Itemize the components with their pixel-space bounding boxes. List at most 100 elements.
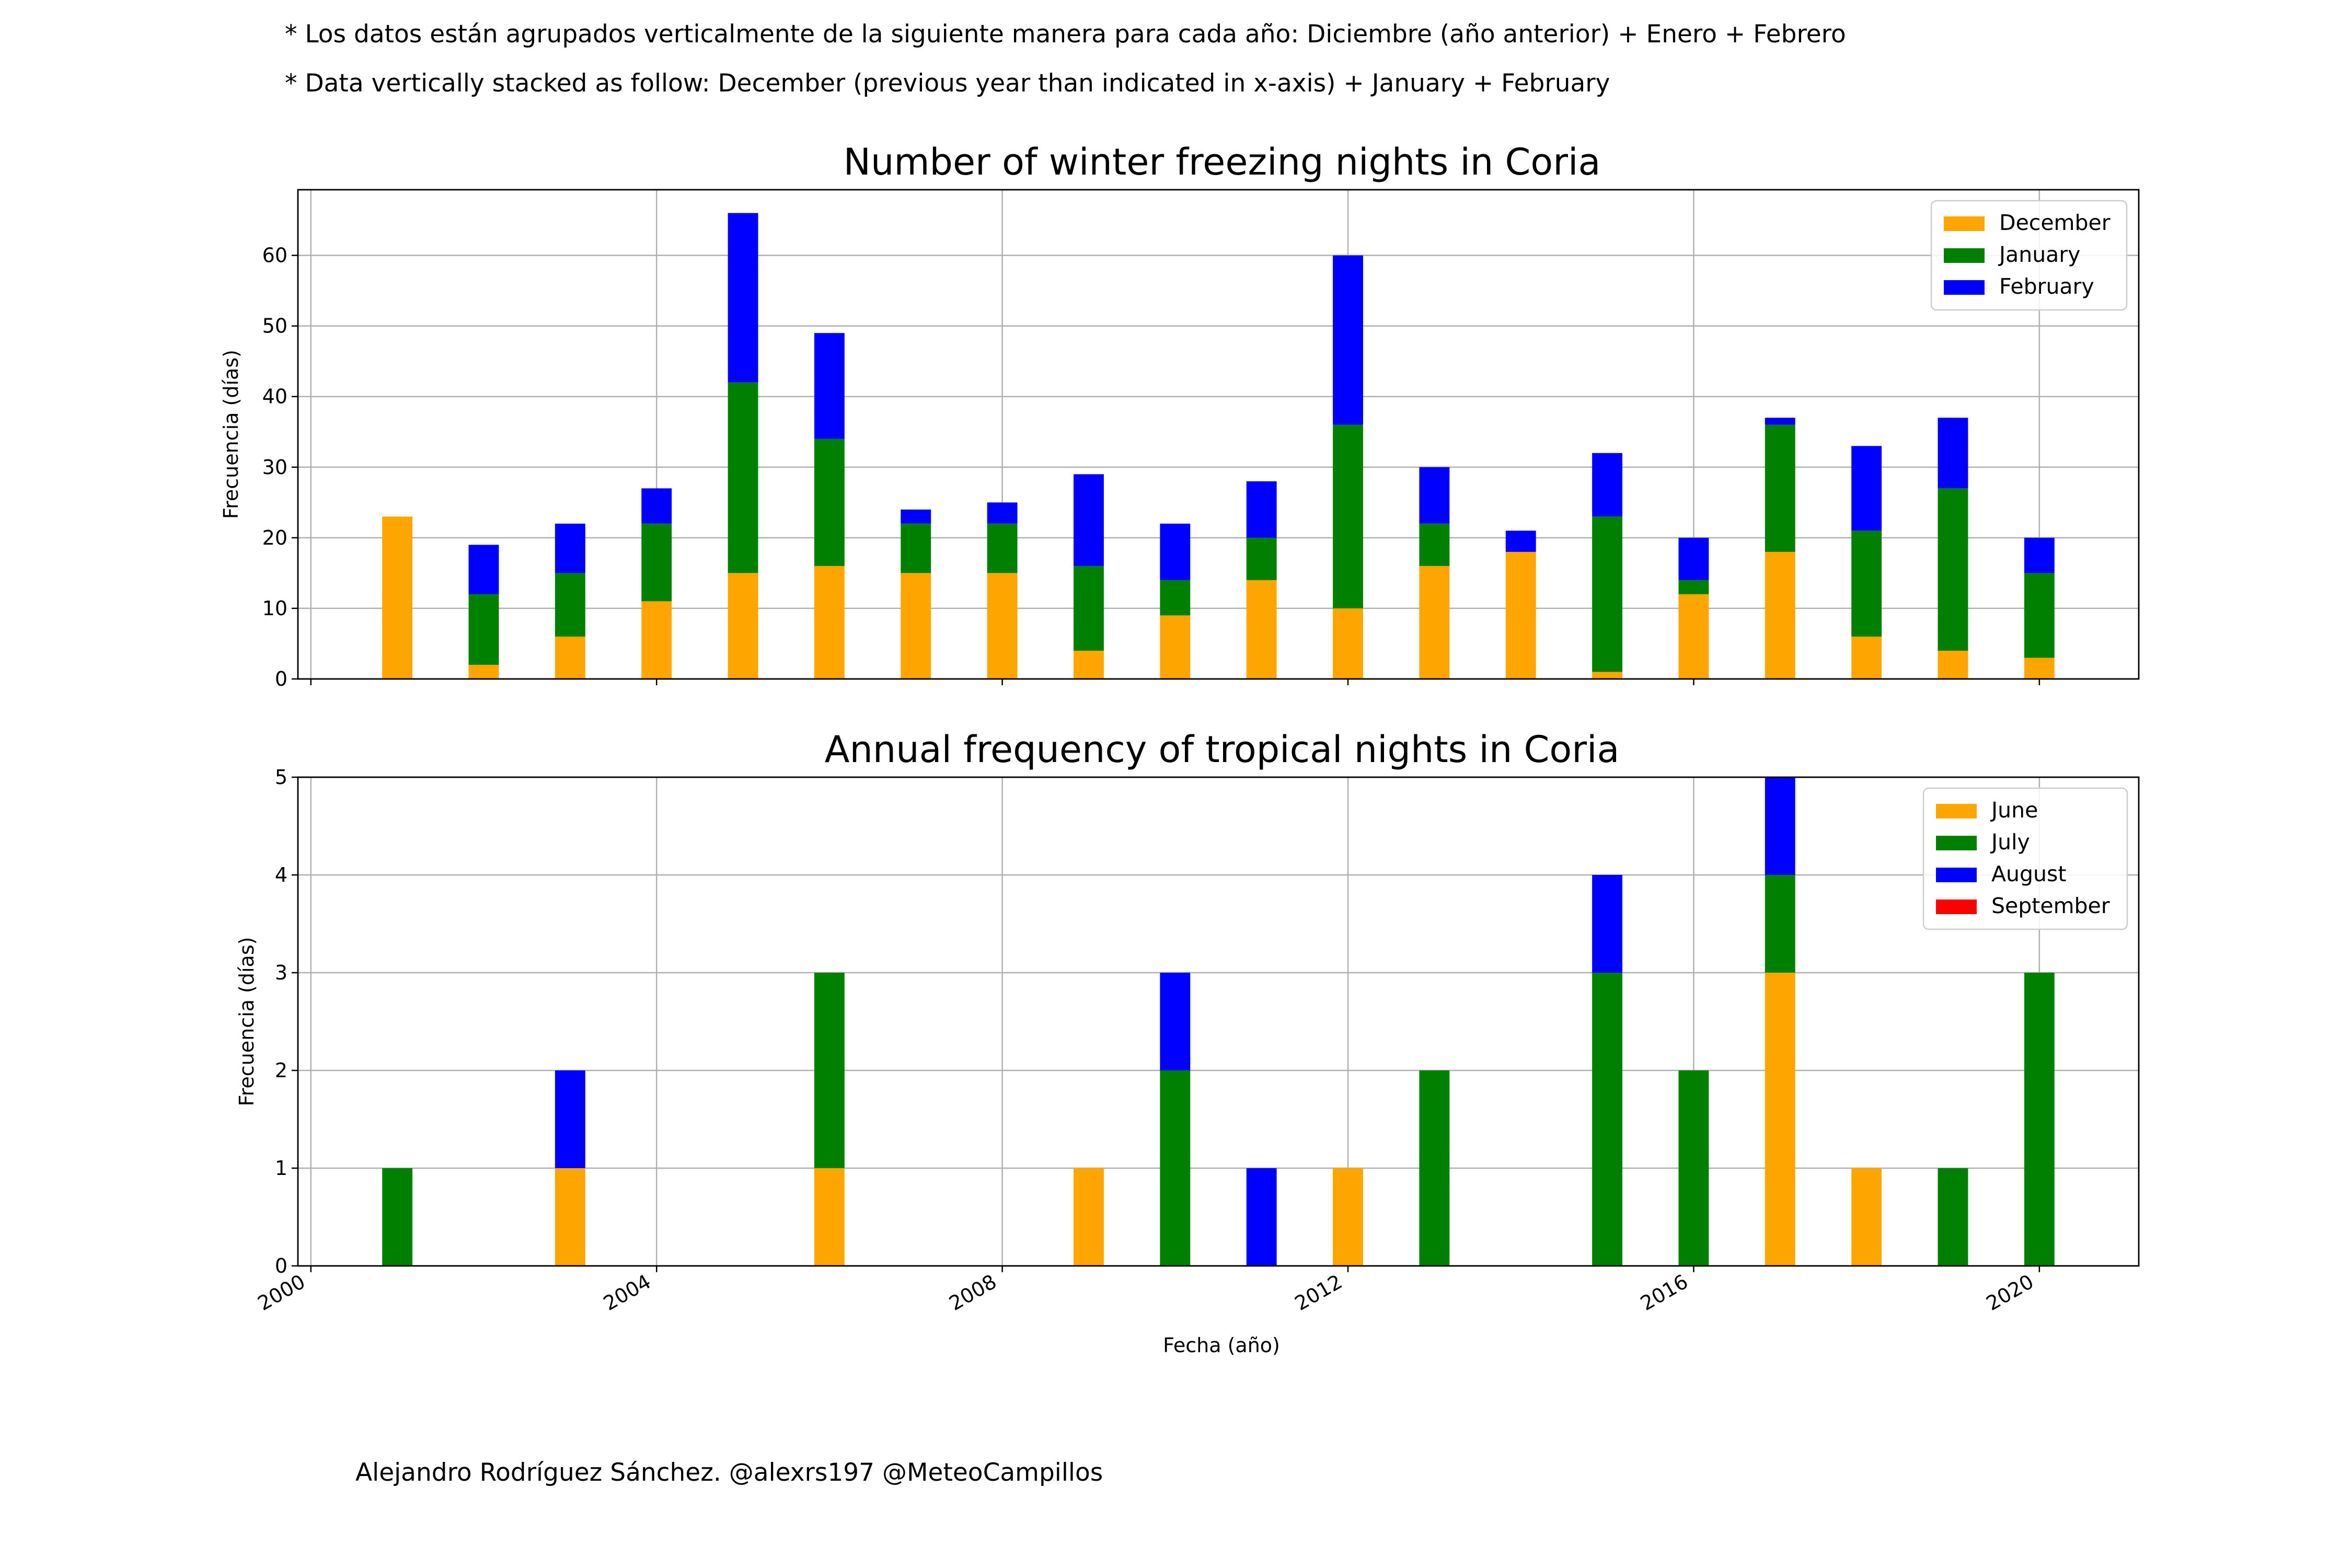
legend-swatch-september — [1936, 900, 1977, 914]
bar-february-2004 — [641, 488, 672, 524]
bar-august-2010 — [1160, 973, 1191, 1070]
bar-december-2005 — [728, 573, 758, 679]
y-axis-label: Frecuencia (días) — [235, 937, 258, 1106]
legend-swatch-december — [1944, 216, 1985, 231]
bar-february-2006 — [814, 333, 845, 439]
y-tick-label: 0 — [275, 1254, 287, 1277]
bar-february-2010 — [1160, 523, 1191, 580]
bar-june-2006 — [814, 1168, 845, 1266]
bar-february-2019 — [1938, 418, 1968, 489]
bar-july-2017 — [1765, 875, 1795, 973]
bar-january-2011 — [1246, 537, 1277, 580]
bar-december-2012 — [1333, 608, 1363, 679]
bar-january-2015 — [1592, 516, 1623, 672]
y-tick-label: 2 — [275, 1059, 287, 1082]
legend-box — [1922, 787, 2128, 930]
y-tick-label: 1 — [275, 1157, 287, 1180]
bar-december-2002 — [468, 664, 499, 679]
bar-july-2015 — [1592, 973, 1623, 1266]
bar-december-2016 — [1678, 594, 1709, 679]
legend-swatch-july — [1936, 836, 1977, 850]
bar-august-2011 — [1246, 1168, 1277, 1266]
bar-february-2013 — [1419, 467, 1450, 524]
bar-january-2020 — [2024, 573, 2055, 658]
bar-july-2010 — [1160, 1070, 1191, 1266]
bar-january-2003 — [555, 573, 585, 637]
bar-december-2011 — [1246, 580, 1277, 679]
chart-title: Annual frequency of tropical nights in C… — [825, 728, 1620, 771]
bar-february-2018 — [1851, 446, 1882, 531]
bar-june-2012 — [1333, 1168, 1363, 1266]
bar-february-2005 — [728, 213, 758, 383]
bar-december-2019 — [1938, 650, 1968, 679]
bar-december-2001 — [382, 516, 413, 679]
bar-january-2016 — [1678, 580, 1709, 594]
bar-june-2017 — [1765, 973, 1795, 1266]
legend-label-august: August — [1991, 861, 2066, 886]
bar-february-2014 — [1505, 531, 1536, 552]
y-tick-label: 60 — [262, 244, 287, 267]
bar-january-2010 — [1160, 580, 1191, 616]
y-tick-label: 3 — [275, 961, 287, 984]
bar-february-2002 — [468, 545, 499, 594]
bar-january-2018 — [1851, 531, 1882, 637]
y-tick-label: 4 — [275, 863, 287, 886]
bar-december-2004 — [641, 601, 672, 679]
bar-december-2018 — [1851, 636, 1882, 679]
plot-frame — [297, 776, 2140, 1267]
bar-july-2020 — [2024, 973, 2055, 1266]
legend-label-december: December — [1999, 210, 2111, 235]
bar-august-2017 — [1765, 777, 1795, 875]
bar-january-2002 — [468, 594, 499, 665]
bar-july-2001 — [382, 1168, 413, 1266]
x-tick-label: 2004 — [599, 1270, 655, 1315]
legend-label-july: July — [1990, 829, 2030, 855]
legend-label-june: June — [1990, 798, 2038, 823]
y-tick-label: 40 — [262, 385, 287, 408]
legend-swatch-january — [1944, 248, 1985, 263]
bar-january-2004 — [641, 523, 672, 602]
x-tick-label: 2020 — [1982, 1270, 2038, 1315]
y-tick-label: 20 — [262, 526, 287, 549]
bar-february-2003 — [555, 523, 585, 573]
bar-december-2006 — [814, 566, 845, 679]
bar-december-2009 — [1074, 650, 1104, 679]
bar-december-2003 — [555, 636, 585, 679]
bar-february-2015 — [1592, 453, 1623, 517]
bar-february-2008 — [987, 502, 1018, 524]
plot-frame — [297, 189, 2140, 680]
y-axis-label: Frecuencia (días) — [220, 350, 243, 519]
bar-december-2017 — [1765, 551, 1795, 679]
bar-june-2018 — [1851, 1168, 1882, 1266]
legend-label-january: January — [1998, 242, 2080, 267]
chart-1: 0 10 20 30 40 50 60 Number of winter freezing n… — [220, 141, 2140, 690]
legend-swatch-february — [1944, 280, 1985, 295]
bar-february-2012 — [1333, 255, 1363, 425]
header-note-english: * Data vertically stacked as follow: Dec… — [285, 69, 1610, 98]
legend-label-september: September — [1991, 893, 2110, 918]
bar-june-2009 — [1074, 1168, 1104, 1266]
bar-february-2017 — [1765, 418, 1795, 425]
bar-january-2019 — [1938, 488, 1968, 651]
bar-january-2017 — [1765, 424, 1795, 552]
x-axis-label: Fecha (año) — [1163, 1334, 1280, 1357]
legend-label-february: February — [1999, 274, 2094, 299]
bar-december-2010 — [1160, 615, 1191, 679]
bar-january-2009 — [1074, 566, 1104, 651]
bar-january-2012 — [1333, 424, 1363, 608]
bar-january-2008 — [987, 523, 1018, 573]
chart-title: Number of winter freezing nights in Cori… — [844, 141, 1601, 183]
bar-august-2003 — [555, 1070, 585, 1168]
bar-january-2007 — [901, 523, 931, 573]
bar-december-2020 — [2024, 658, 2055, 679]
bar-january-2005 — [728, 382, 758, 573]
bar-january-2013 — [1419, 523, 1450, 566]
x-tick-label: 2012 — [1291, 1270, 1346, 1315]
bar-february-2011 — [1246, 481, 1277, 538]
bar-july-2016 — [1678, 1070, 1709, 1266]
bar-february-2020 — [2024, 537, 2055, 573]
bar-december-2007 — [901, 573, 931, 679]
y-tick-label: 5 — [275, 766, 287, 789]
